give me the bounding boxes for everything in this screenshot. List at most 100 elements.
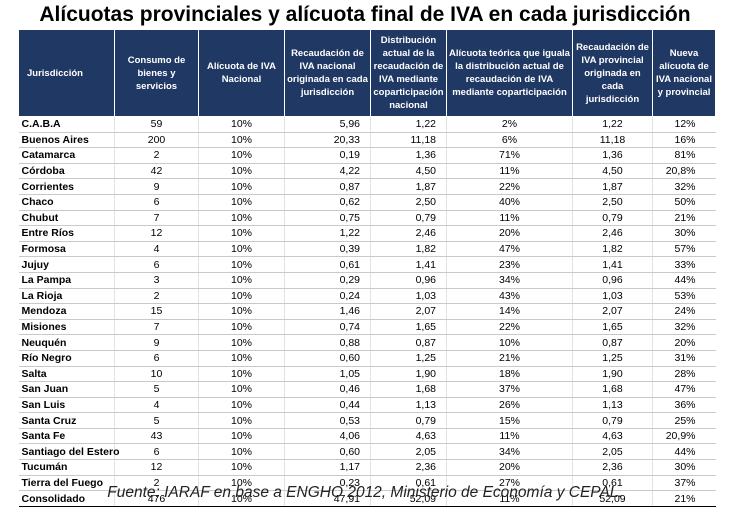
- cell-jurisdiccion: San Juan: [18, 381, 115, 398]
- cell-alicuota-nacional: 10%: [198, 319, 285, 336]
- cell-nueva-alicuota: 20,9%: [652, 428, 716, 445]
- cell-recaudacion-provincial: 0,61: [572, 475, 653, 492]
- cell-jurisdiccion: Mendoza: [18, 303, 115, 320]
- cell-distribucion-actual: 1,36: [370, 147, 447, 164]
- cell-alicuota-nacional: 10%: [198, 241, 285, 258]
- cell-recaudacion-provincial: 0,96: [572, 272, 653, 289]
- source-note: Fuente: IARAF en base a ENGHO 2012, Mini…: [107, 484, 623, 501]
- cell-recaudacion-provincial: 2,46: [572, 225, 653, 242]
- cell-alicuota-teorica: 15%: [446, 412, 573, 429]
- cell-alicuota-teorica: 47%: [446, 241, 573, 258]
- table-row: Córdoba 42 10% 4,22 4,50 11% 4,50 20,8%: [18, 163, 716, 180]
- cell-distribucion-actual: 11,18: [370, 132, 447, 149]
- cell-nueva-alicuota: 32%: [652, 319, 716, 336]
- cell-recaudacion-nacional: 0,46: [284, 381, 371, 398]
- cell-nueva-alicuota: 53%: [652, 288, 716, 305]
- cell-recaudacion-provincial: 0,87: [572, 334, 653, 351]
- cell-recaudacion-nacional: 47,91: [284, 490, 371, 507]
- cell-distribucion-actual: 0,79: [370, 412, 447, 429]
- table-row: Tucumán 12 10% 1,17 2,36 20% 2,36 30%: [18, 459, 716, 476]
- cell-alicuota-nacional: 10%: [198, 163, 285, 180]
- cell-consumo: 3: [114, 272, 199, 289]
- table-title: Alícuotas provinciales y alícuota final …: [39, 3, 691, 26]
- cell-consumo: 6: [114, 443, 199, 461]
- cell-alicuota-teorica: 40%: [446, 194, 573, 211]
- cell-recaudacion-nacional: 4,22: [284, 163, 371, 180]
- cell-nueva-alicuota: 50%: [652, 194, 716, 211]
- cell-consumo: 12: [114, 459, 199, 476]
- cell-jurisdiccion: San Luis: [18, 397, 115, 414]
- cell-consumo: 9: [114, 178, 199, 195]
- cell-alicuota-teorica: 20%: [446, 459, 573, 476]
- iva-table: Jurisdicción Consumo de bienes y servici…: [18, 29, 716, 507]
- cell-recaudacion-provincial: 1,13: [572, 397, 653, 414]
- cell-alicuota-teorica: 34%: [446, 443, 573, 461]
- cell-nueva-alicuota: 28%: [652, 366, 716, 383]
- cell-alicuota-teorica: 23%: [446, 256, 573, 273]
- cell-nueva-alicuota: 36%: [652, 397, 716, 414]
- cell-alicuota-nacional: 10%: [198, 178, 285, 195]
- cell-alicuota-nacional: 10%: [198, 303, 285, 320]
- cell-consumo: 7: [114, 210, 199, 227]
- cell-consumo: 5: [114, 381, 199, 398]
- cell-nueva-alicuota: 33%: [652, 256, 716, 273]
- header-jurisdiccion: Jurisdicción: [18, 29, 115, 117]
- cell-distribucion-actual: 1,13: [370, 397, 447, 414]
- cell-nueva-alicuota: 30%: [652, 459, 716, 476]
- cell-recaudacion-provincial: 2,07: [572, 303, 653, 320]
- cell-consumo: 5: [114, 412, 199, 429]
- cell-alicuota-nacional: 10%: [198, 443, 285, 461]
- cell-alicuota-teorica: 22%: [446, 178, 573, 195]
- cell-recaudacion-nacional: 0,60: [284, 350, 371, 367]
- header-alicuota-teorica: Alícuota teórica que iguala la distribuc…: [446, 29, 573, 117]
- cell-consumo: 9: [114, 334, 199, 351]
- cell-recaudacion-nacional: 0,87: [284, 178, 371, 195]
- cell-recaudacion-nacional: 0,19: [284, 147, 371, 164]
- cell-distribucion-actual: 52,09: [370, 490, 447, 507]
- cell-nueva-alicuota: 57%: [652, 241, 716, 258]
- table-row: La Rioja 2 10% 0,24 1,03 43% 1,03 53%: [18, 288, 716, 305]
- cell-nueva-alicuota: 47%: [652, 381, 716, 398]
- cell-recaudacion-provincial: 1,22: [572, 116, 653, 133]
- cell-alicuota-nacional: 10%: [198, 334, 285, 351]
- table-row: Misiones 7 10% 0,74 1,65 22% 1,65 32%: [18, 319, 716, 336]
- cell-consumo: 2: [114, 147, 199, 164]
- cell-alicuota-nacional: 10%: [198, 147, 285, 164]
- cell-jurisdiccion: Santiago del Estero: [18, 443, 120, 461]
- cell-recaudacion-nacional: 0,60: [284, 443, 371, 461]
- cell-nueva-alicuota: 30%: [652, 225, 716, 242]
- cell-distribucion-actual: 2,07: [370, 303, 447, 320]
- cell-distribucion-actual: 1,87: [370, 178, 447, 195]
- cell-recaudacion-nacional: 1,05: [284, 366, 371, 383]
- cell-consumo: 4: [114, 397, 199, 414]
- cell-consumo: 59: [114, 116, 199, 133]
- cell-consumo: 6: [114, 256, 199, 273]
- cell-distribucion-actual: 1,22: [370, 116, 447, 133]
- cell-alicuota-teorica: 34%: [446, 272, 573, 289]
- cell-consumo: 6: [114, 350, 199, 367]
- cell-alicuota-nacional: 10%: [198, 350, 285, 367]
- cell-jurisdiccion: Córdoba: [18, 163, 115, 180]
- cell-distribucion-actual: 4,63: [370, 428, 447, 445]
- cell-recaudacion-provincial: 1,25: [572, 350, 653, 367]
- cell-alicuota-nacional: 10%: [198, 412, 285, 429]
- cell-nueva-alicuota: 25%: [652, 412, 716, 429]
- cell-alicuota-nacional: 10%: [198, 210, 285, 227]
- cell-nueva-alicuota: 44%: [652, 443, 716, 461]
- table-row: Formosa 4 10% 0,39 1,82 47% 1,82 57%: [18, 241, 716, 258]
- cell-consumo: 476: [114, 490, 199, 507]
- cell-recaudacion-nacional: 0,53: [284, 412, 371, 429]
- cell-alicuota-teorica: 26%: [446, 397, 573, 414]
- cell-nueva-alicuota: 20%: [652, 334, 716, 351]
- cell-distribucion-actual: 1,65: [370, 319, 447, 336]
- cell-recaudacion-nacional: 4,06: [284, 428, 371, 445]
- table-row: Neuquén 9 10% 0,88 0,87 10% 0,87 20%: [18, 334, 716, 351]
- table-row: Entre Ríos 12 10% 1,22 2,46 20% 2,46 30%: [18, 225, 716, 242]
- cell-jurisdiccion: Misiones: [18, 319, 115, 336]
- table-row: Chubut 7 10% 0,75 0,79 11% 0,79 21%: [18, 210, 716, 227]
- cell-alicuota-teorica: 11%: [446, 490, 573, 507]
- header-nueva-alicuota: Nueva alícuota de IVA nacional y provinc…: [652, 29, 716, 117]
- cell-recaudacion-provincial: 11,18: [572, 132, 653, 149]
- header-alicuota-nacional: Alícuota de IVA Nacional: [198, 29, 285, 117]
- cell-jurisdiccion: Corrientes: [18, 178, 115, 195]
